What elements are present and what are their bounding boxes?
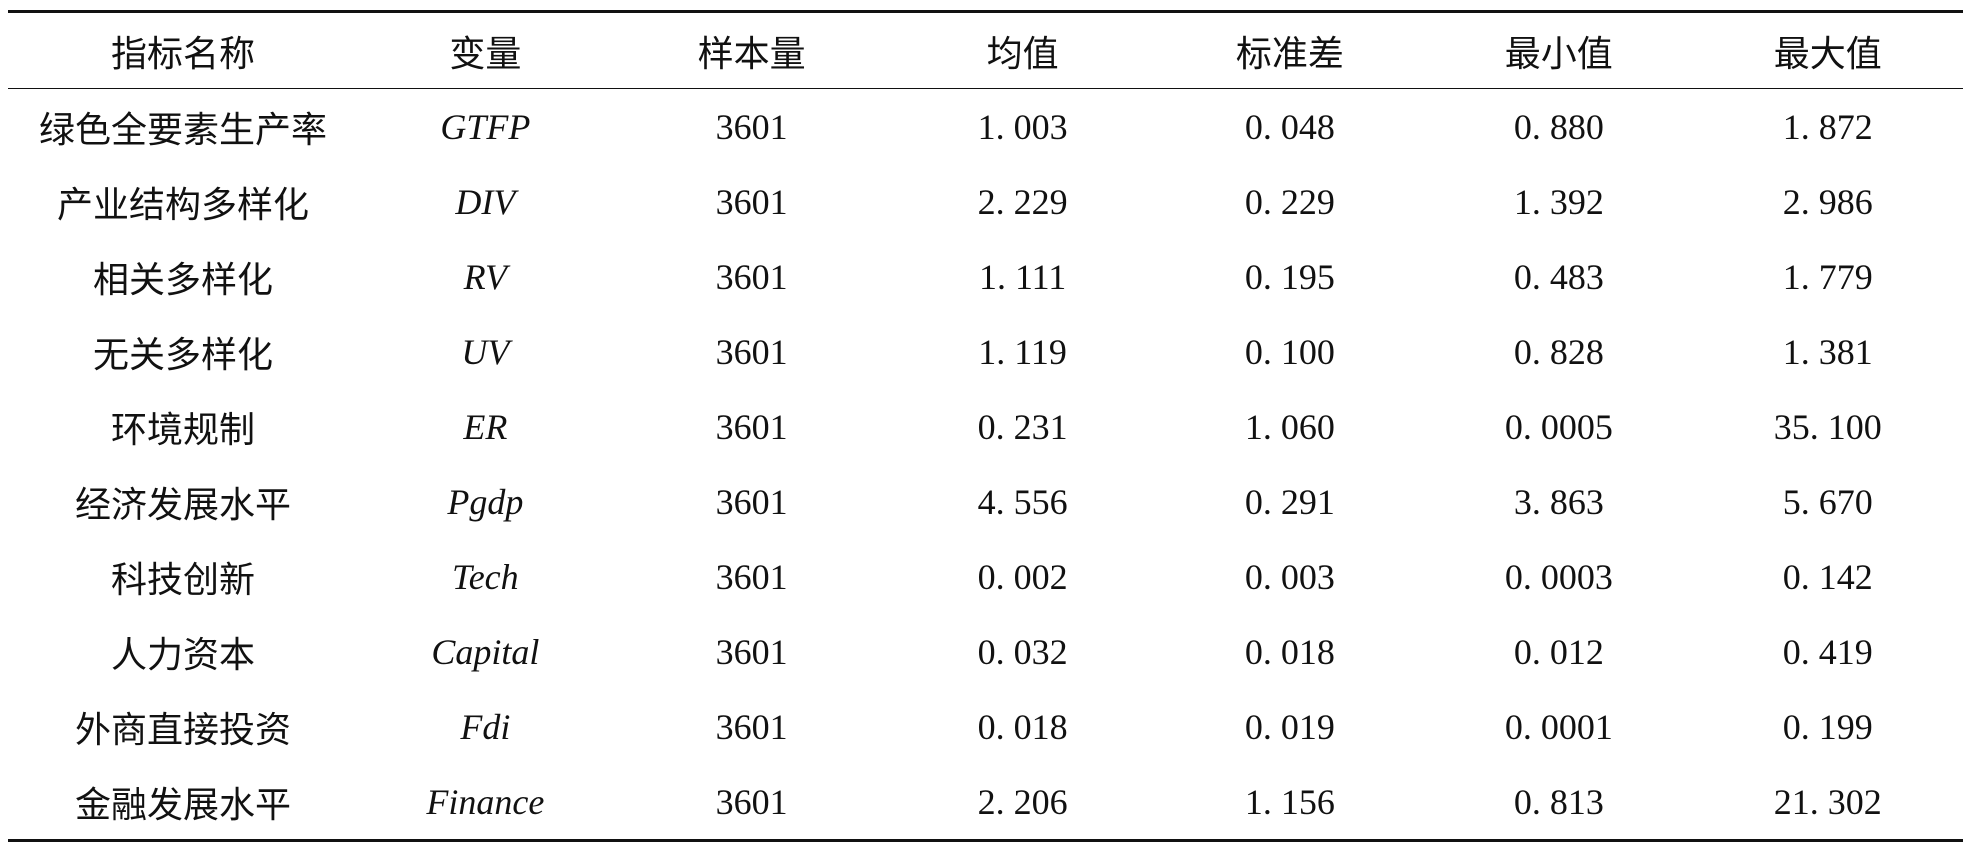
table-body: 绿色全要素生产率 GTFP 3601 1. 003 0. 048 0. 880 … [8,89,1963,841]
cell-sample-size: 3601 [715,556,788,597]
cell-mean: 1. 119 [978,331,1067,372]
cell-sample-size: 3601 [715,331,788,372]
cell-mean: 4. 556 [977,481,1068,522]
cell-mean: 0. 002 [977,556,1068,597]
cell-max: 1. 872 [1782,106,1873,147]
cell-std-dev: 0. 195 [1244,256,1335,297]
cell-std-dev: 0. 229 [1244,181,1335,222]
cell-mean: 2. 229 [977,181,1068,222]
table-row: 金融发展水平 Finance 3601 2. 206 1. 156 0. 813… [8,764,1963,841]
cell-std-dev: 0. 019 [1244,706,1335,747]
cell-variable: Capital [431,631,540,672]
header-sample-size: 样本量 [697,33,806,75]
cell-max: 1. 381 [1782,331,1873,372]
cell-min: 0. 483 [1513,256,1604,297]
cell-indicator-name: 产业结构多样化 [57,184,310,226]
table-row: 相关多样化 RV 3601 1. 111 0. 195 0. 483 1. 77… [8,239,1963,314]
cell-min: 0. 0003 [1504,556,1613,597]
cell-variable: Fdi [460,706,511,747]
cell-std-dev: 1. 060 [1244,406,1335,447]
cell-max: 2. 986 [1782,181,1873,222]
cell-std-dev: 0. 003 [1244,556,1335,597]
cell-mean: 2. 206 [977,781,1068,822]
cell-min: 1. 392 [1513,181,1604,222]
table-row: 经济发展水平 Pgdp 3601 4. 556 0. 291 3. 863 5.… [8,464,1963,539]
header-variable: 变量 [449,33,522,75]
cell-min: 0. 0005 [1504,406,1613,447]
cell-min: 0. 0001 [1504,706,1613,747]
cell-sample-size: 3601 [715,406,788,447]
cell-sample-size: 3601 [715,781,788,822]
cell-min: 0. 828 [1513,331,1604,372]
cell-indicator-name: 外商直接投资 [75,709,292,751]
cell-variable: Tech [451,556,519,597]
cell-variable: GTFP [440,106,531,147]
table-row: 外商直接投资 Fdi 3601 0. 018 0. 019 0. 0001 0.… [8,689,1963,764]
cell-mean: 0. 018 [977,706,1068,747]
cell-mean: 1. 111 [978,256,1067,297]
cell-std-dev: 1. 156 [1244,781,1335,822]
cell-std-dev: 0. 100 [1244,331,1335,372]
table-row: 产业结构多样化 DIV 3601 2. 229 0. 229 1. 392 2.… [8,164,1963,239]
table-row: 人力资本 Capital 3601 0. 032 0. 018 0. 012 0… [8,614,1963,689]
cell-indicator-name: 相关多样化 [93,259,274,301]
cell-sample-size: 3601 [715,181,788,222]
cell-max: 21. 302 [1773,781,1882,822]
cell-min: 0. 880 [1513,106,1604,147]
cell-indicator-name: 无关多样化 [93,334,274,376]
cell-variable: UV [461,331,510,372]
cell-variable: DIV [455,181,516,222]
cell-min: 0. 813 [1513,781,1604,822]
cell-indicator-name: 金融发展水平 [75,784,292,826]
cell-max: 35. 100 [1773,406,1882,447]
header-row: 指标名称 变量 样本量 均值 标准差 最小值 最大值 [8,11,1963,89]
cell-variable: ER [463,406,508,447]
cell-max: 0. 419 [1782,631,1873,672]
cell-sample-size: 3601 [715,106,788,147]
cell-max: 0. 199 [1782,706,1873,747]
descriptive-statistics-table-container: 指标名称 变量 样本量 均值 标准差 最小值 最大值 绿色全要素生产率 GTFP… [8,10,1963,842]
cell-std-dev: 0. 048 [1244,106,1335,147]
cell-std-dev: 0. 018 [1244,631,1335,672]
table-row: 科技创新 Tech 3601 0. 002 0. 003 0. 0003 0. … [8,539,1963,614]
cell-sample-size: 3601 [715,481,788,522]
table-row: 无关多样化 UV 3601 1. 119 0. 100 0. 828 1. 38… [8,314,1963,389]
cell-mean: 0. 032 [977,631,1068,672]
cell-sample-size: 3601 [715,631,788,672]
table-row: 绿色全要素生产率 GTFP 3601 1. 003 0. 048 0. 880 … [8,89,1963,165]
cell-variable: Finance [426,781,545,822]
cell-variable: Pgdp [447,481,524,522]
descriptive-statistics-table: 指标名称 变量 样本量 均值 标准差 最小值 最大值 绿色全要素生产率 GTFP… [8,10,1963,842]
cell-indicator-name: 经济发展水平 [75,484,292,526]
header-mean: 均值 [986,33,1059,75]
cell-mean: 1. 003 [977,106,1068,147]
cell-min: 0. 012 [1513,631,1604,672]
cell-variable: RV [463,256,507,297]
cell-max: 0. 142 [1782,556,1873,597]
cell-std-dev: 0. 291 [1244,481,1335,522]
cell-max: 5. 670 [1782,481,1873,522]
cell-mean: 0. 231 [977,406,1068,447]
cell-min: 3. 863 [1513,481,1604,522]
header-indicator-name: 指标名称 [111,33,256,75]
cell-sample-size: 3601 [715,256,788,297]
table-row: 环境规制 ER 3601 0. 231 1. 060 0. 0005 35. 1… [8,389,1963,464]
header-min: 最小值 [1504,33,1613,75]
header-std-dev: 标准差 [1235,33,1344,75]
table-header: 指标名称 变量 样本量 均值 标准差 最小值 最大值 [8,11,1963,89]
cell-indicator-name: 人力资本 [111,634,256,676]
cell-indicator-name: 科技创新 [111,559,256,601]
header-max: 最大值 [1773,33,1882,75]
cell-indicator-name: 绿色全要素生产率 [39,109,328,151]
cell-max: 1. 779 [1782,256,1873,297]
cell-sample-size: 3601 [715,706,788,747]
cell-indicator-name: 环境规制 [111,409,256,451]
